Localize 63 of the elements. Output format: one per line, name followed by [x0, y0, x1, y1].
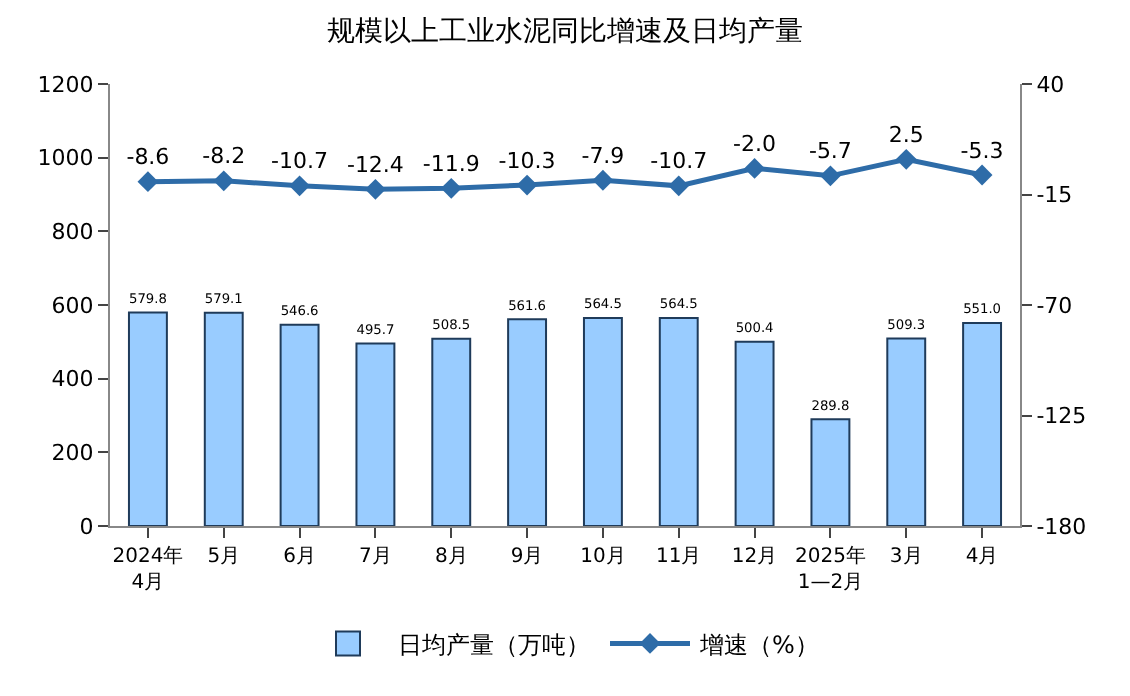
bar: [810, 418, 851, 526]
bar: [127, 311, 168, 526]
x-tick-label: 9月: [510, 546, 544, 568]
y-tick-label: 600: [51, 292, 94, 319]
point: [971, 164, 993, 186]
bar: [658, 317, 699, 526]
x-tick-label: 2025年 1—2月: [794, 544, 866, 594]
bar: [279, 323, 320, 526]
bar: [355, 342, 396, 526]
y-tick-label: 1000: [37, 145, 94, 172]
point: [744, 157, 765, 179]
point: [592, 169, 614, 191]
data-label: -10.7: [650, 148, 708, 175]
legend-label: 增速（%）: [698, 630, 819, 659]
point: [516, 174, 538, 196]
data-label: -8.6: [126, 144, 170, 171]
bar: [962, 322, 1003, 526]
data-label: -11.9: [422, 150, 480, 177]
data-label: -12.4: [346, 151, 404, 178]
chart-title: 规模以上工业水泥同比增速及日均产量: [327, 16, 803, 49]
bar: [431, 337, 472, 526]
data-label: -5.3: [960, 137, 1004, 164]
point: [440, 177, 462, 199]
y-tick-label: 400: [51, 366, 94, 393]
legend-label: 日均产量（万吨）: [398, 630, 590, 659]
y2-tick-label: -15: [1036, 182, 1073, 209]
y-tick-label: 800: [51, 219, 94, 246]
point: [668, 175, 690, 197]
x-tick-label: 11月: [656, 546, 702, 568]
point: [365, 178, 386, 200]
data-label: -10.3: [498, 147, 556, 174]
point: [137, 171, 159, 193]
x-tick-label: 12月: [731, 546, 778, 568]
point: [289, 175, 310, 197]
y2-tick-label: -125: [1036, 403, 1087, 430]
x-tick-label: 3月: [889, 546, 923, 568]
bar: [734, 340, 775, 526]
y-tick-label: 1200: [37, 71, 94, 98]
bar: [203, 311, 244, 526]
x-tick-label: 6月: [283, 546, 316, 568]
data-label: 2.5: [888, 121, 924, 148]
point: [820, 165, 841, 187]
bar: [507, 318, 548, 526]
data-label: -10.7: [271, 148, 329, 175]
x-tick-label: 5月: [207, 546, 241, 568]
bar: [886, 337, 927, 526]
point: [213, 170, 235, 192]
y2-tick-label: 40: [1036, 71, 1065, 98]
y2-tick-label: -70: [1036, 292, 1073, 319]
x-tick-label: 4月: [965, 546, 999, 568]
data-label: -7.9: [581, 142, 625, 169]
x-tick-label: 7月: [359, 546, 392, 568]
x-tick-label: 10月: [580, 546, 626, 568]
data-label: -5.7: [808, 138, 852, 165]
y2-tick-label: -180: [1036, 513, 1087, 540]
y-tick-label: 200: [51, 440, 94, 467]
point: [895, 148, 917, 170]
x-tick-label: 8月: [434, 546, 468, 568]
y-tick-label: 0: [79, 513, 94, 540]
bar: [582, 317, 623, 526]
data-label: -8.2: [202, 143, 246, 170]
x-tick-label: 2024年 4月: [112, 544, 184, 594]
data-label: -2.0: [733, 130, 777, 157]
